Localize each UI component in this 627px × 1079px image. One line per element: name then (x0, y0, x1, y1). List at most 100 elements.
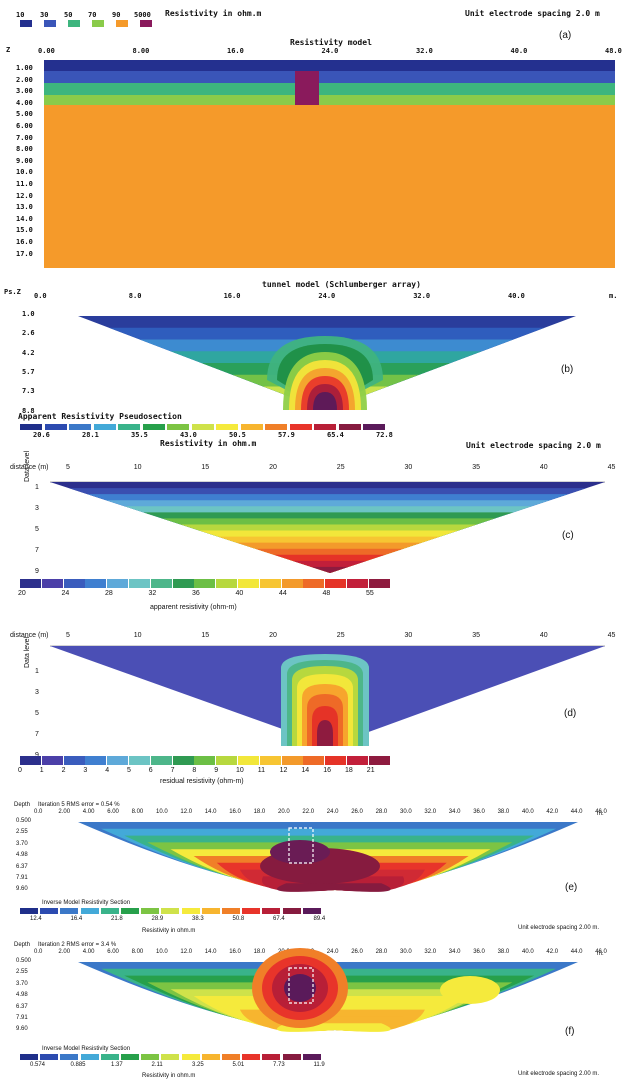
panel-e-spacing-label: Unit electrode spacing 2.00 m. (518, 925, 600, 931)
panel-a-tag: (a) (559, 30, 572, 41)
anomaly-contour (313, 392, 337, 410)
legend-value: 5000 (134, 11, 151, 19)
tunnel-outline (288, 827, 314, 864)
panel-d-legend-title: residual resistivity (ohm-m) (160, 778, 244, 785)
legend-swatch (238, 756, 259, 765)
legend-swatch (20, 20, 32, 27)
depth-tick-label: 5.7 (22, 367, 35, 376)
legend-swatch (44, 20, 56, 27)
legend-tick: 3 (83, 767, 88, 774)
x-tick-label: 32.0 (413, 292, 431, 300)
legend-swatch (238, 579, 259, 588)
panel-e-tag: (e) (565, 882, 578, 893)
legend-value: 2.11 (151, 1062, 163, 1068)
legend-swatch (129, 579, 150, 588)
panel-b-legend-title: Apparent Resistivity Pseudosection (18, 412, 182, 421)
depth-tick-label: 1.00 (16, 64, 33, 72)
panel-d-tag: (d) (564, 708, 577, 719)
legend-swatch (118, 424, 140, 430)
panel-a-z-label: Z (6, 46, 11, 54)
legend-swatch (368, 756, 390, 765)
x-tick-label: 28.0 (375, 809, 388, 815)
legend-tick: 18 (345, 767, 353, 774)
depth-tick-label: 5.00 (16, 110, 33, 119)
legend-swatch (303, 579, 325, 588)
depth-tick-label: 11.0 (16, 180, 33, 188)
legend-swatch (259, 756, 281, 765)
panel-d-distance-label: distance (m) (10, 632, 49, 639)
depth-tick-label: 4.00 (16, 98, 33, 107)
panel-e-inverse-model: Depth Iteration 5 RMS error = 0.54 % 0.0… (0, 800, 627, 940)
legend-swatch (141, 1054, 160, 1060)
x-tick-label: 8.00 (131, 949, 144, 955)
legend-swatch (93, 424, 116, 430)
legend-value: 57.9 (278, 431, 295, 439)
x-tick-label: 8.0 (128, 292, 142, 300)
legend-swatch (181, 1054, 200, 1060)
panel-f-spacing-label: Unit electrode spacing 2.00 m. (518, 1071, 600, 1077)
legend-swatch (161, 1054, 180, 1060)
legend-swatch (44, 424, 67, 430)
x-tick-label: 10.0 (156, 949, 168, 955)
depth-tick-label: 4.98 (16, 852, 28, 859)
x-tick-label: 40.0 (510, 47, 528, 55)
depth-tick-label: 16.0 (16, 238, 33, 246)
depth-tick-label: 13.0 (16, 203, 33, 212)
depth-tick-label: 4.2 (22, 348, 35, 357)
legend-swatch (368, 579, 390, 588)
legend-swatch (140, 20, 152, 27)
legend-tick: 10 (236, 767, 244, 774)
residual-contour (317, 720, 333, 746)
legend-swatch (41, 579, 63, 588)
x-tick-label: 24.0 (326, 949, 339, 955)
depth-tick-label: 0.500 (16, 818, 32, 824)
legend-value: 65.4 (327, 431, 344, 439)
legend-value: 10 (16, 11, 25, 19)
legend-swatch (69, 424, 91, 430)
level-tick-label: 7 (35, 731, 39, 738)
legend-tick: 0 (18, 767, 22, 774)
x-tick-label: 22.0 (302, 809, 315, 815)
x-tick-label: 36.0 (473, 809, 485, 815)
panel-f-iteration: Iteration 2 RMS error = 3.4 % (38, 942, 117, 948)
level-tick-label: 3 (35, 689, 39, 696)
panel-b-ps-label: Ps.Z (4, 288, 21, 296)
legend-swatch (240, 424, 263, 430)
legend-value: 50.8 (232, 916, 245, 922)
x-tick-label: 28.0 (375, 949, 388, 955)
legend-swatch (85, 756, 107, 765)
legend-swatch (325, 756, 347, 765)
depth-tick-label: 7.91 (16, 875, 28, 881)
legend-tick: 40 (235, 590, 244, 597)
legend-swatch (121, 1054, 139, 1060)
legend-value: 7.73 (273, 1062, 285, 1068)
legend-value: 50 (64, 11, 73, 19)
panel-b-plot (78, 316, 576, 410)
depth-tick-label: 7.00 (16, 133, 33, 142)
x-tick-label: 30 (404, 464, 413, 471)
legend-value: 28.9 (151, 916, 164, 922)
legend-swatch (303, 756, 325, 765)
legend-value: 70 (88, 11, 97, 19)
legend-value: 5.01 (232, 1062, 245, 1068)
x-tick-label: 30.0 (400, 809, 412, 815)
legend-swatch (194, 579, 216, 588)
legend-swatch (167, 424, 189, 430)
x-tick-label: 0.00 (38, 47, 55, 55)
legend-swatch (68, 20, 80, 27)
panel-e-unit: m. (597, 811, 604, 817)
panel-b-pseudosection: tunnel model (Schlumberger array) Ps.Z 0… (0, 272, 627, 450)
legend-swatch (262, 1054, 281, 1060)
legend-swatch (265, 424, 287, 430)
x-tick-label: 38.0 (497, 949, 510, 955)
legend-value: 35.5 (131, 431, 148, 439)
level-tick-label: 3 (35, 505, 39, 512)
depth-tick-label: 15.0 (16, 226, 33, 235)
panel-b-tag: (b) (561, 364, 574, 375)
x-tick-label: 46.0 (595, 809, 607, 815)
legend-swatch (80, 1054, 99, 1060)
legend-swatch (201, 908, 220, 914)
depth-tick-label: 2.55 (16, 829, 28, 836)
legend-tick: 20 (18, 590, 26, 597)
x-tick-label: 16.0 (229, 949, 241, 955)
